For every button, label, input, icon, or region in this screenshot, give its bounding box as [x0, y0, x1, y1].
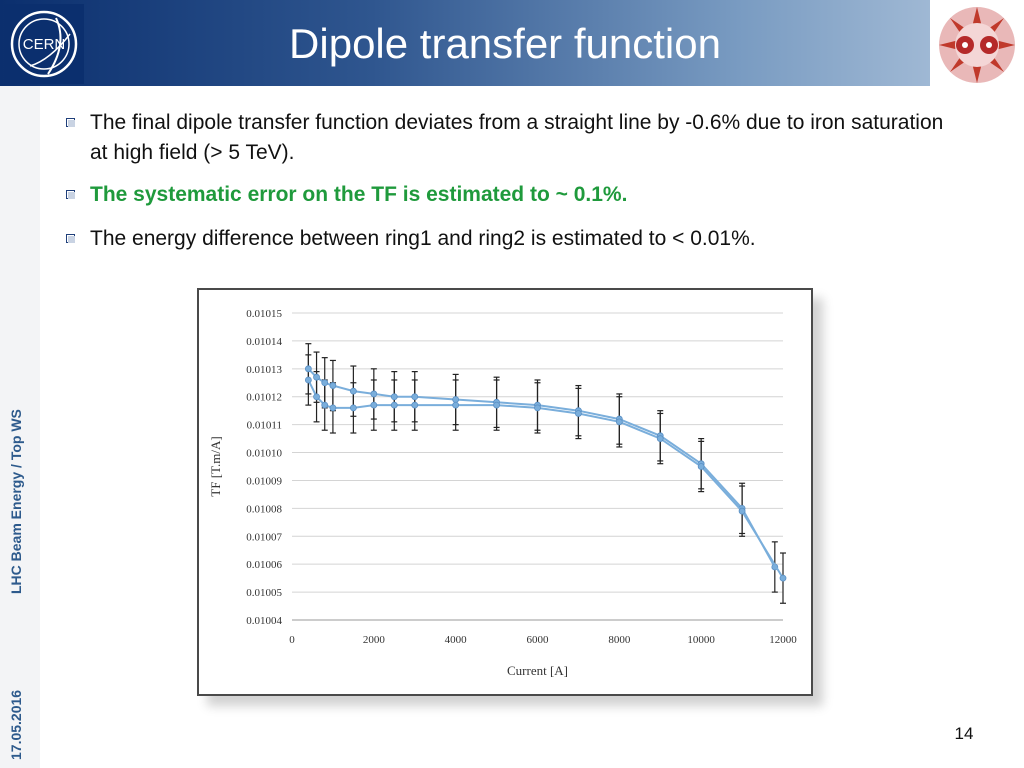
data-point	[349, 387, 357, 395]
data-point	[304, 376, 312, 384]
title-banner: CERN Dipole transfer function	[0, 0, 930, 86]
bullet-text: The energy difference between ring1 and …	[90, 227, 756, 250]
bullet-item: The systematic error on the TF is estima…	[66, 180, 946, 210]
data-point	[411, 393, 419, 401]
data-point	[313, 393, 320, 401]
x-tick-label: 12000	[769, 634, 797, 646]
data-point	[411, 401, 419, 409]
sidebar-title: LHC Beam Energy / Top WS	[8, 409, 24, 594]
series-line-1	[307, 368, 776, 568]
data-point	[304, 365, 312, 373]
data-point	[321, 379, 329, 387]
data-point	[575, 410, 582, 417]
data-point	[493, 401, 500, 409]
tf-chart: 0.01004 0.01005 0.01006 0.01007 0.01008 0.010…	[208, 308, 797, 678]
x-tick-label: 8000	[608, 634, 631, 646]
y-tick-label: 0.01015	[246, 308, 282, 320]
chart-frame: 0.01004 0.01005 0.01006 0.01007 0.01008 0.010…	[197, 288, 813, 696]
data-point	[329, 382, 337, 389]
data-point	[370, 390, 378, 398]
y-tick-label: 0.01011	[247, 420, 282, 432]
x-tick-label: 0	[289, 634, 295, 646]
bullet-text: The final dipole transfer function devia…	[90, 111, 944, 164]
lhc-beam-icon	[934, 0, 1020, 90]
y-tick-label: 0.01013	[246, 364, 282, 376]
y-tick-label: 0.01007	[246, 531, 282, 543]
data-point	[697, 463, 705, 470]
data-point	[390, 401, 398, 409]
y-tick-label: 0.01004	[246, 615, 282, 627]
data-point	[329, 404, 337, 412]
y-tick-label: 0.01010	[246, 448, 282, 460]
data-point	[452, 396, 460, 403]
bullet-item: The energy difference between ring1 and …	[66, 224, 946, 254]
data-point	[615, 418, 623, 426]
sidebar	[0, 86, 40, 768]
y-tick-label: 0.01009	[246, 475, 282, 487]
data-point	[370, 401, 378, 409]
x-tick-label: 4000	[445, 634, 468, 646]
data-point	[656, 435, 664, 442]
data-point	[349, 404, 357, 412]
cern-logo: CERN	[4, 4, 84, 84]
x-axis-label: Current [A]	[507, 663, 568, 678]
checkbox-bullet-icon	[66, 190, 75, 199]
data-point	[738, 507, 746, 515]
data-point	[313, 373, 320, 381]
y-tick-label: 0.01005	[246, 587, 282, 599]
bullet-text-highlight: The systematic error on the TF is estima…	[90, 183, 628, 206]
data-point	[390, 393, 398, 401]
data-point	[534, 404, 541, 412]
slide-title: Dipole transfer function	[289, 20, 721, 67]
x-tick-label: 10000	[687, 634, 715, 646]
data-point	[452, 401, 460, 409]
y-tick-label: 0.01014	[246, 336, 282, 348]
x-tick-label: 6000	[527, 634, 550, 646]
page-number: 14	[954, 724, 974, 743]
y-axis-label: TF [T.m/A]	[208, 436, 223, 496]
y-tick-label: 0.01006	[246, 559, 282, 571]
checkbox-bullet-icon	[66, 118, 75, 127]
series-line-2	[307, 379, 784, 579]
checkbox-bullet-icon	[66, 234, 75, 243]
y-tick-label: 0.01012	[246, 392, 282, 404]
y-tick-label: 0.01008	[246, 503, 282, 515]
data-point	[779, 574, 787, 582]
sidebar-date: 17.05.2016	[8, 689, 24, 760]
bullet-item: The final dipole transfer function devia…	[66, 108, 946, 168]
data-point	[321, 401, 329, 409]
x-tick-label: 2000	[363, 634, 386, 646]
svg-text:CERN: CERN	[23, 36, 66, 53]
